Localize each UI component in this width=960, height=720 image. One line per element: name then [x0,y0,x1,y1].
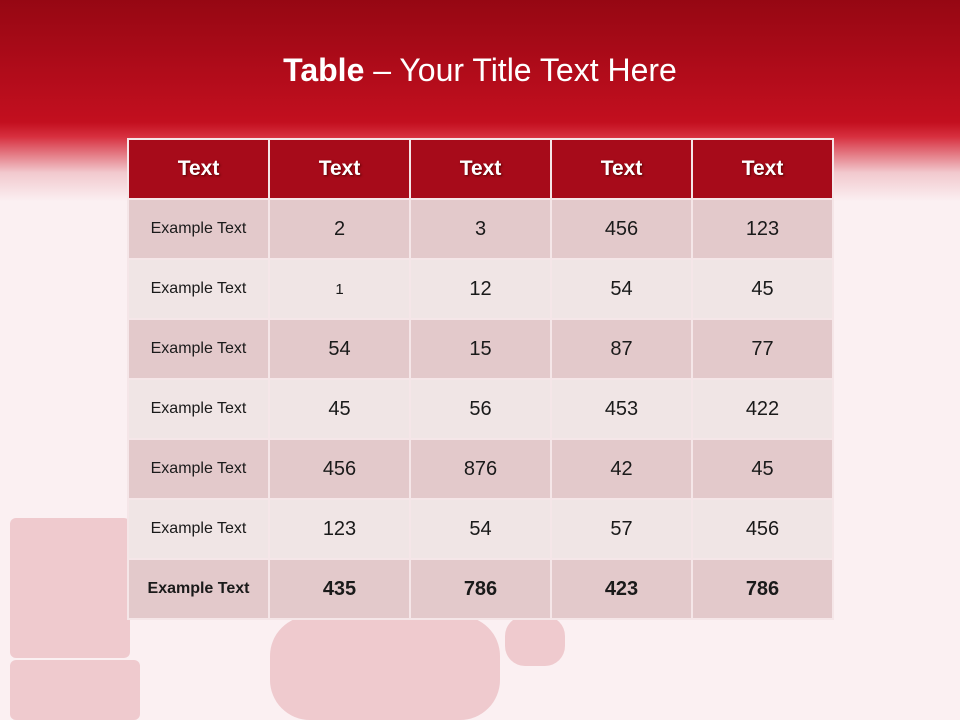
header-cell: Text [409,138,552,200]
value-cell: 423 [550,558,693,620]
value-cell: 453 [550,378,693,440]
value-cell: 45 [691,258,834,320]
header-cell: Text [127,138,270,200]
value-cell: 57 [550,498,693,560]
value-cell: 435 [268,558,411,620]
value-cell: 54 [268,318,411,380]
value-cell: 54 [550,258,693,320]
data-table: Text Text Text Text Text Example Text 2 3 4… [127,138,834,620]
value-cell: 45 [268,378,411,440]
value-cell: 1 [268,258,411,320]
table-row: Example Text 435 786 423 786 [127,558,834,620]
value-cell: 42 [550,438,693,500]
row-label-cell: Example Text [127,438,270,500]
value-cell: 123 [268,498,411,560]
value-cell: 456 [268,438,411,500]
table-header-row: Text Text Text Text Text [127,138,834,200]
header-cell: Text [550,138,693,200]
value-cell: 15 [409,318,552,380]
value-cell: 77 [691,318,834,380]
header-cell: Text [691,138,834,200]
header-cell: Text [268,138,411,200]
table-row: Example Text 1 12 54 45 [127,258,834,320]
value-cell: 876 [409,438,552,500]
gift-box-image [10,518,130,658]
santa-bag-image [270,616,500,720]
title-bold: Table [283,52,365,88]
value-cell: 45 [691,438,834,500]
santa-boot-image [505,616,565,666]
row-label-cell: Example Text [127,318,270,380]
value-cell: 456 [691,498,834,560]
table-row: Example Text 2 3 456 123 [127,198,834,260]
gift-box-image [10,660,140,720]
row-label-cell: Example Text [127,558,270,620]
value-cell: 123 [691,198,834,260]
value-cell: 12 [409,258,552,320]
row-label-cell: Example Text [127,198,270,260]
value-cell: 3 [409,198,552,260]
value-cell: 87 [550,318,693,380]
table-row: Example Text 45 56 453 422 [127,378,834,440]
value-cell: 422 [691,378,834,440]
row-label-cell: Example Text [127,378,270,440]
row-label-cell: Example Text [127,498,270,560]
row-label-cell: Example Text [127,258,270,320]
table-row: Example Text 456 876 42 45 [127,438,834,500]
value-cell: 56 [409,378,552,440]
table-row: Example Text 123 54 57 456 [127,498,834,560]
value-cell: 54 [409,498,552,560]
value-cell: 786 [409,558,552,620]
title-rest: – Your Title Text Here [364,52,677,88]
slide-title: Table – Your Title Text Here [0,52,960,89]
value-cell: 786 [691,558,834,620]
value-cell: 2 [268,198,411,260]
value-cell: 456 [550,198,693,260]
table-row: Example Text 54 15 87 77 [127,318,834,380]
